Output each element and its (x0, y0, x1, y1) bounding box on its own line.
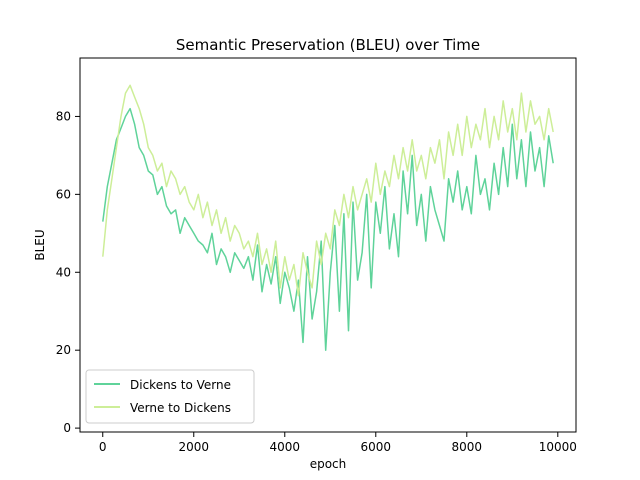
legend-label-dickens-to-verne: Dickens to Verne (130, 378, 231, 392)
plot-frame (79, 57, 577, 433)
legend-box (85, 369, 255, 424)
y-tick-label: 80 (56, 109, 71, 123)
x-axis-label: epoch (310, 457, 347, 471)
series-layer (102, 84, 554, 351)
x-tick-label: 6000 (361, 440, 392, 454)
y-axis: 0 20 40 60 80 (56, 109, 80, 435)
x-tick-label: 4000 (269, 440, 300, 454)
y-axis-label: BLEU (33, 229, 47, 260)
x-tick-label: 0 (99, 440, 107, 454)
legend: Dickens to Verne Verne to Dickens (85, 369, 255, 424)
x-tick-label: 10000 (539, 440, 577, 454)
y-tick-label: 20 (56, 343, 71, 357)
legend-label-verne-to-dickens: Verne to Dickens (130, 401, 231, 415)
chart-title: Semantic Preservation (BLEU) over Time (176, 36, 480, 54)
y-tick-label: 0 (63, 421, 71, 435)
y-tick-label: 60 (56, 187, 71, 201)
plot-area (79, 57, 577, 433)
y-tick-label: 40 (56, 265, 71, 279)
series-line-1 (102, 84, 554, 297)
x-tick-label: 8000 (452, 440, 483, 454)
x-tick-label: 2000 (178, 440, 209, 454)
x-axis: 0 2000 4000 6000 8000 10000 (99, 432, 577, 454)
series-line-0 (102, 107, 554, 351)
